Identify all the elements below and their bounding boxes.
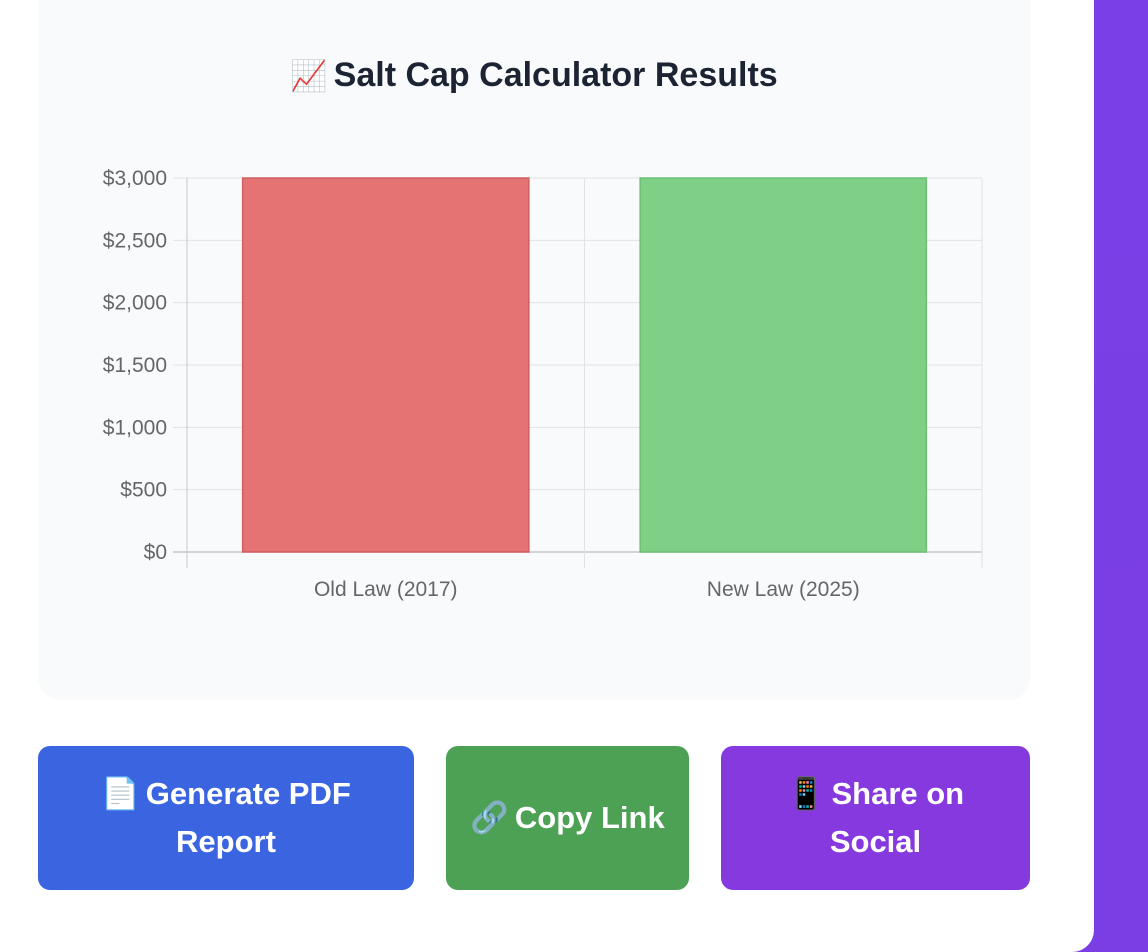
bar-chart: $0 $500 $1,000 $1,500 $2,000 $2,500 $3,000 Old … bbox=[103, 167, 983, 601]
y-tick-label: $1,500 bbox=[103, 354, 167, 377]
results-panel: 📈 Salt Cap Calculator Results $0 $500 $1,00… bbox=[0, 0, 1094, 952]
bar-old-law bbox=[241, 177, 530, 553]
share-social-button[interactable]: 📱 Share on Social bbox=[721, 746, 1030, 890]
y-tick-label: $0 bbox=[144, 541, 167, 564]
mobile-phone-icon: 📱 bbox=[786, 776, 826, 812]
y-tick-label: $1,000 bbox=[103, 416, 167, 439]
generate-pdf-label: Generate PDF Report bbox=[145, 776, 351, 859]
chart-title-text: Salt Cap Calculator Results bbox=[333, 56, 778, 94]
generate-pdf-button[interactable]: 📄 Generate PDF Report bbox=[38, 746, 414, 890]
y-tick-label: $2,500 bbox=[103, 229, 167, 252]
y-tick-label: $3,000 bbox=[103, 167, 167, 190]
chart-card: 📈 Salt Cap Calculator Results $0 $500 $1,00… bbox=[38, 0, 1030, 700]
link-icon: 🔗 bbox=[470, 800, 509, 836]
document-icon: 📄 bbox=[101, 776, 140, 812]
y-tick-label: $500 bbox=[120, 479, 167, 502]
share-social-label: Share on Social bbox=[829, 776, 965, 859]
copy-link-label: Copy Link bbox=[514, 800, 665, 835]
x-tick-label: New Law (2025) bbox=[707, 578, 860, 601]
copy-link-button[interactable]: 🔗 Copy Link bbox=[446, 746, 689, 890]
chart-increasing-icon: 📈 bbox=[290, 59, 328, 94]
bar-new-law bbox=[639, 177, 928, 553]
x-tick-label: Old Law (2017) bbox=[314, 578, 458, 601]
chart-title: 📈 Salt Cap Calculator Results bbox=[38, 56, 1030, 95]
y-tick-label: $2,000 bbox=[103, 292, 167, 315]
